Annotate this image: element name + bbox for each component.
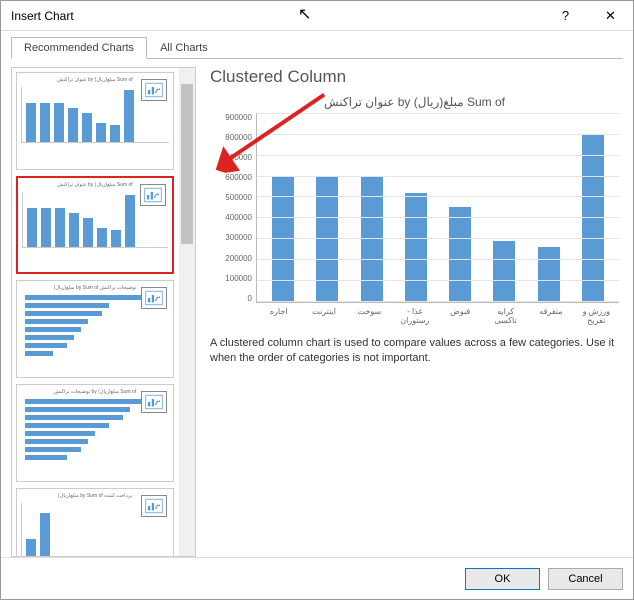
bar	[272, 176, 294, 302]
bar	[361, 176, 383, 302]
x-axis: اجاره اینترنت سوخت غذا - رستوران قبوض کرایه ت…	[210, 303, 619, 326]
tab-all[interactable]: All Charts	[147, 37, 221, 59]
bar	[405, 193, 427, 302]
pivot-chart-icon	[141, 391, 167, 413]
tabs: Recommended Charts All Charts	[1, 31, 633, 59]
x-label: غذا - رستوران	[400, 303, 430, 326]
close-button[interactable]: ✕	[588, 1, 633, 31]
chart-thumbnail[interactable]: توضیحات تراکنش by Sum of مبلغ(ریال)	[16, 280, 174, 378]
tab-recommended[interactable]: Recommended Charts	[11, 37, 147, 59]
pivot-chart-icon	[141, 495, 167, 517]
x-label: کرایه تاکسی	[491, 303, 521, 326]
content: Sum of مبلغ(ریال) by عنوان تراکنشSum of …	[1, 59, 633, 557]
plot-area	[256, 113, 619, 303]
thumbnail-list: Sum of مبلغ(ریال) by عنوان تراکنشSum of …	[16, 72, 176, 557]
help-button[interactable]: ?	[543, 1, 588, 31]
recommended-sidebar: Sum of مبلغ(ریال) by عنوان تراکنشSum of …	[11, 67, 196, 557]
y-axis: 9000008000007000006000005000004000003000…	[210, 113, 256, 303]
titlebar: Insert Chart ? ✕	[1, 1, 633, 31]
ok-button[interactable]: OK	[465, 568, 540, 590]
chart-type-heading: Clustered Column	[210, 67, 619, 87]
bar	[582, 134, 604, 302]
chart-preview: Clustered Column Sum of مبلغ(ریال) by عن…	[196, 67, 623, 557]
x-label: متفرقه	[536, 303, 566, 326]
x-label: اجاره	[264, 303, 294, 326]
chart-description: A clustered column chart is used to comp…	[210, 336, 619, 366]
chart-thumbnail[interactable]: Sum of مبلغ(ریال) by توضیحات تراکنش	[16, 384, 174, 482]
pivot-chart-icon	[140, 184, 166, 206]
bar	[493, 241, 515, 302]
bar	[449, 207, 471, 301]
insert-chart-dialog: Insert Chart ? ✕ ↖ Recommended Charts Al…	[0, 0, 634, 600]
pivot-chart-icon	[141, 79, 167, 101]
x-label: ورزش و تفریح	[581, 303, 611, 326]
bar	[538, 247, 560, 302]
chart-thumbnail[interactable]: Sum of مبلغ(ریال) by عنوان تراکنش	[16, 176, 174, 274]
x-label: اینترنت	[309, 303, 339, 326]
dialog-title: Insert Chart	[11, 9, 74, 23]
dialog-footer: OK Cancel	[1, 557, 633, 599]
scrollbar-thumb[interactable]	[181, 84, 193, 244]
chart-thumbnail[interactable]: پرداخت کننده by Sum of مبلغ(ریال)	[16, 488, 174, 557]
x-label: سوخت	[354, 303, 384, 326]
pivot-chart-icon	[141, 287, 167, 309]
cancel-button[interactable]: Cancel	[548, 568, 623, 590]
bar	[316, 176, 338, 302]
x-label: قبوض	[445, 303, 475, 326]
chart-title: Sum of مبلغ(ریال) by عنوان تراکنش	[210, 95, 619, 109]
chart-thumbnail[interactable]: Sum of مبلغ(ریال) by عنوان تراکنش	[16, 72, 174, 170]
scrollbar[interactable]	[179, 68, 195, 556]
chart-area: Sum of مبلغ(ریال) by عنوان تراکنش 900000…	[210, 91, 619, 326]
